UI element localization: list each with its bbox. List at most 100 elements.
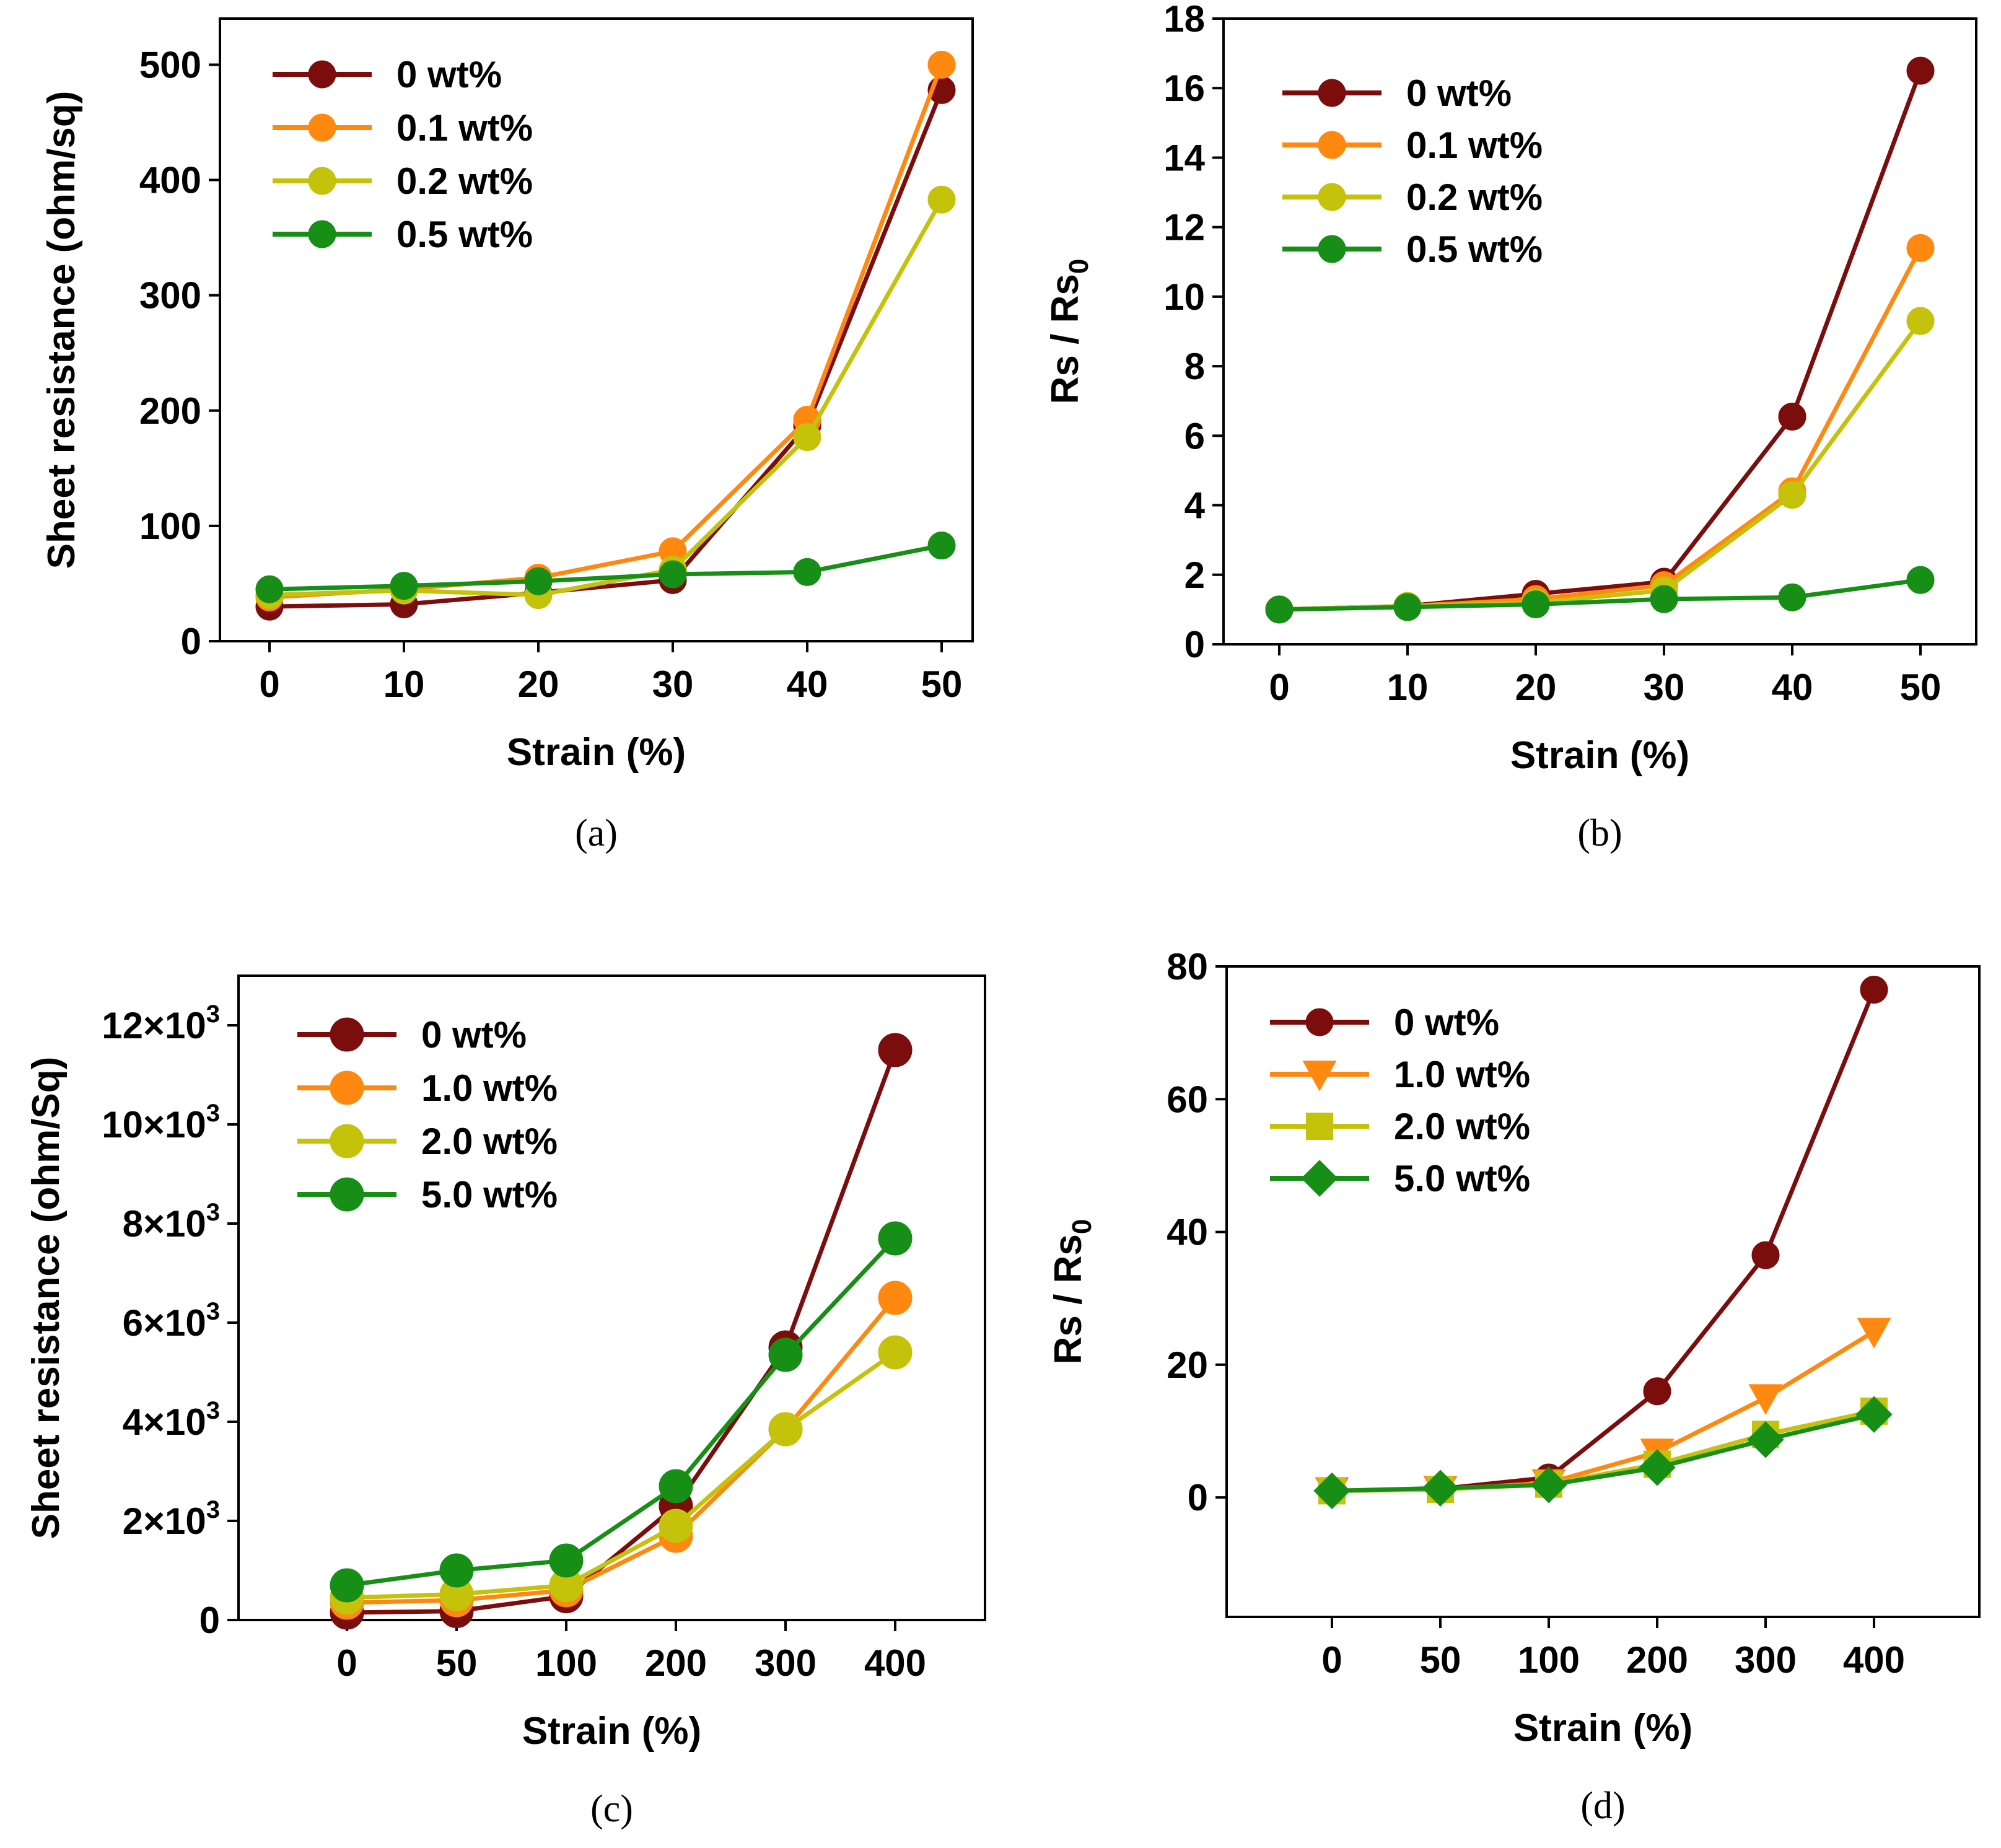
series-line — [1279, 577, 1921, 612]
series-0wt — [255, 76, 956, 621]
data-point — [878, 1335, 913, 1370]
data-point — [878, 1033, 913, 1067]
data-point — [1650, 585, 1678, 613]
x-tick-label: 100 — [1518, 1639, 1580, 1681]
y-axis-label: Sheet resistance (ohm/Sq) — [25, 1057, 68, 1539]
x-tick-label: 0 — [259, 663, 279, 705]
data-point — [390, 572, 418, 600]
data-point — [768, 1338, 803, 1372]
x-tick-label: 400 — [1843, 1639, 1905, 1681]
legend-marker — [1318, 131, 1346, 159]
series-line — [269, 543, 942, 592]
data-point — [1747, 1421, 1784, 1458]
panel-label: (b) — [1577, 812, 1622, 854]
x-tick-label: 10 — [1387, 667, 1429, 708]
x-axis-label: Strain (%) — [522, 1710, 701, 1753]
x-tick-label: 20 — [1515, 667, 1557, 708]
legend-label: 1.0 wt% — [1394, 1054, 1530, 1095]
series-line — [346, 1049, 898, 1615]
y-tick-label: 8 — [1184, 346, 1205, 387]
y-tick-label: 2×103 — [123, 1496, 220, 1542]
legend-label: 5.0 wt% — [1394, 1158, 1530, 1199]
y-tick-label: 6×103 — [123, 1298, 220, 1344]
data-point — [1855, 1396, 1893, 1433]
legend-label: 0 wt% — [1394, 1002, 1499, 1043]
series-line — [1331, 1329, 1875, 1493]
legend-label: 2.0 wt% — [1394, 1106, 1530, 1147]
data-point — [878, 1221, 913, 1256]
chart-panel-b: 0 2 4 6 8 10 12 14 16 18 0 10 20 30 40 50 Strain (%) Rs /… — [1044, 0, 1977, 854]
x-tick-label: 40 — [1772, 667, 1813, 708]
y-tick-label: 40 — [1167, 1212, 1208, 1253]
series-0-2wt — [1265, 307, 1935, 624]
y-tick-label: 12 — [1163, 207, 1205, 248]
series-5-0wt — [330, 1221, 913, 1603]
data-point — [659, 1509, 693, 1543]
series-line — [346, 1351, 897, 1600]
x-axis-label: Strain (%) — [1513, 1707, 1692, 1749]
series-1-0wt — [1315, 1318, 1891, 1508]
data-point — [1778, 583, 1806, 611]
chart-panel-a: 0 100 200 300 400 500 0 10 20 30 40 50 Strain (%) She… — [40, 17, 974, 854]
legend-label: 0.2 wt% — [1406, 177, 1543, 218]
y-axis-label: Rs / Rs0 — [1047, 1219, 1097, 1365]
legend: 0 wt% 1.0 wt% 2.0 wt% 5.0 wt% — [1270, 1002, 1530, 1199]
legend-marker — [1302, 1061, 1337, 1092]
x-tick-label: 30 — [1644, 667, 1685, 708]
data-point — [1530, 1466, 1567, 1504]
data-point — [768, 1412, 803, 1447]
data-point — [659, 1469, 693, 1504]
y-tick-label: 400 — [139, 160, 201, 201]
data-point — [330, 1568, 364, 1603]
x-tick-label: 50 — [1420, 1639, 1461, 1681]
data-point — [524, 567, 553, 595]
legend-label: 0.5 wt% — [1406, 229, 1543, 270]
data-point — [659, 560, 687, 589]
series-0-5wt — [1265, 566, 1935, 624]
legend-marker — [308, 220, 336, 248]
legend-marker — [330, 1017, 364, 1052]
series-1-0wt — [330, 1281, 913, 1620]
data-point — [439, 1553, 474, 1588]
data-point — [793, 558, 821, 586]
legend-marker — [1305, 1008, 1334, 1036]
legend-label: 0.5 wt% — [396, 214, 533, 255]
legend-label: 0 wt% — [1406, 72, 1512, 114]
y-tick-label: 16 — [1163, 68, 1205, 109]
y-tick-label: 8×103 — [123, 1199, 220, 1245]
y-tick-label: 6 — [1184, 415, 1205, 457]
data-point — [1778, 402, 1806, 431]
y-tick-label: 0 — [1188, 1477, 1208, 1518]
data-point — [1906, 234, 1935, 262]
x-tick-label: 0 — [1269, 667, 1289, 708]
y-tick-label: 20 — [1167, 1344, 1208, 1386]
legend-marker — [1318, 183, 1346, 211]
y-tick-label: 0 — [1184, 624, 1205, 665]
data-point — [549, 1543, 584, 1578]
x-tick-label: 50 — [921, 663, 963, 705]
y-tick-label: 100 — [139, 506, 201, 547]
legend-label: 1.0 wt% — [421, 1067, 558, 1109]
data-point — [927, 50, 956, 79]
legend-label: 2.0 wt% — [421, 1121, 558, 1162]
x-tick-label: 400 — [864, 1642, 926, 1684]
data-point — [927, 185, 956, 214]
y-tick-label: 0 — [181, 621, 201, 662]
legend-marker — [1306, 1113, 1333, 1140]
series-line — [1331, 1409, 1875, 1493]
x-tick-label: 10 — [383, 663, 425, 705]
legend-marker — [1301, 1160, 1338, 1197]
legend-label: 0 wt% — [421, 1014, 527, 1056]
x-tick-label: 50 — [436, 1642, 478, 1684]
panel-label: (c) — [590, 1788, 633, 1830]
legend-marker — [308, 60, 336, 89]
y-tick-label: 300 — [139, 275, 201, 317]
x-axis-label: Strain (%) — [1510, 734, 1689, 777]
legend-marker — [308, 167, 336, 195]
data-point — [1643, 1377, 1671, 1406]
series-5-0wt — [1313, 1396, 1893, 1510]
legend-label: 0.1 wt% — [396, 107, 533, 149]
y-tick-label: 80 — [1167, 946, 1208, 987]
data-point — [255, 575, 284, 603]
